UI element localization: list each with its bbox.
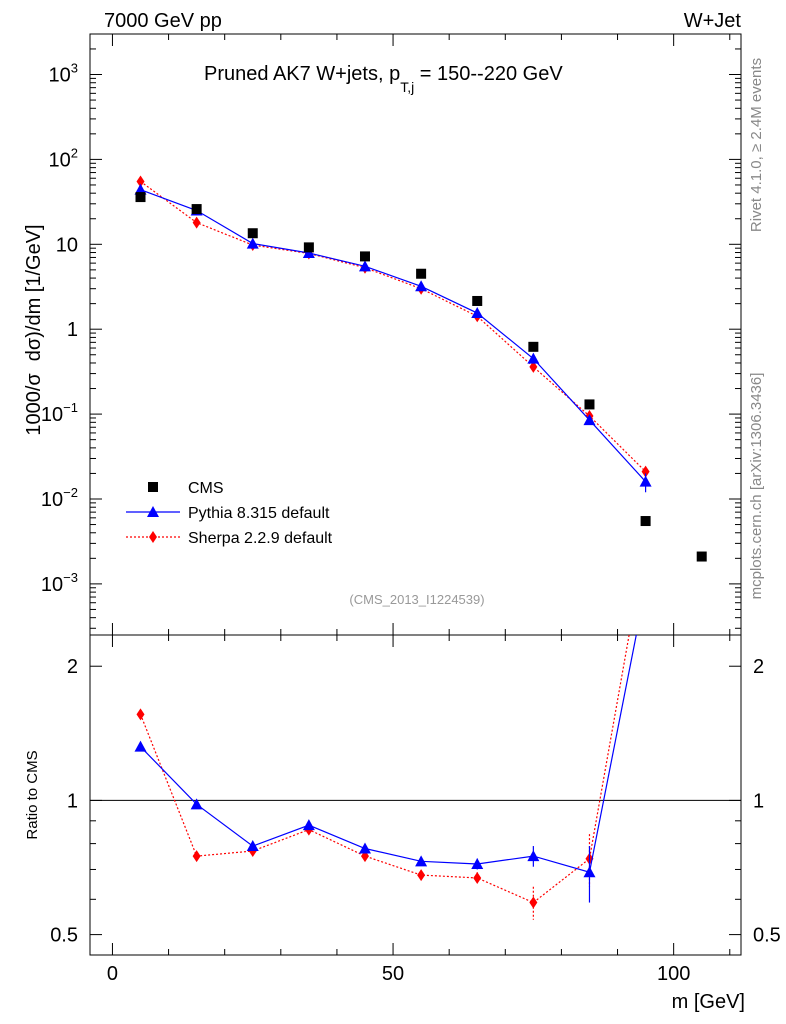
ratio-sherpa-point [473, 871, 482, 884]
main-data-point [584, 399, 595, 410]
main-data-point [247, 228, 258, 239]
ratio-pythia-point [302, 819, 315, 831]
legend-marker-pythia [147, 506, 159, 517]
main-axis-ticks: 10−3 10−2 10−1 1 10 102 103 [41, 33, 741, 635]
ratio-sherpa-point [192, 850, 201, 863]
main-sherpa-point [192, 216, 201, 229]
y-tick-label: 10−3 [41, 570, 78, 596]
legend-marker-sherpa [149, 531, 157, 543]
legend-marker-data [148, 482, 158, 492]
rivet-version-label: Rivet 4.1.0, ≥ 2.4M events [748, 58, 765, 232]
main-pythia-point [527, 352, 540, 364]
energy-label: 7000 GeV pp [104, 10, 222, 32]
main-series-layer [134, 175, 707, 562]
ratio-pythia-point [527, 850, 540, 862]
x-tick-label: 100 [657, 963, 690, 985]
ratio-y-tick-label-right: 1 [753, 790, 764, 812]
ratio-y-tick-label: 0.5 [50, 925, 78, 947]
mcplots-source-label: mcplots.cern.ch [arXiv:1306.3436] [748, 373, 765, 600]
main-data-point [359, 251, 370, 262]
legend-label-pythia: Pythia 8.315 default [188, 505, 330, 522]
ratio-y-tick-label: 2 [67, 656, 78, 678]
main-pythia-point [639, 475, 652, 487]
y-tick-label: 1 [67, 319, 78, 341]
main-data-point [135, 192, 146, 203]
main-pythia-point [471, 307, 484, 319]
main-pythia-point [358, 260, 371, 272]
ratio-panel-frame [89, 634, 742, 956]
ratio-sherpa-point [136, 708, 145, 721]
ratio-sherpa-line [139, 635, 630, 904]
analysis-watermark: (CMS_2013_I1224539) [349, 592, 484, 607]
main-pythia-point [134, 183, 147, 195]
ratio-sherpa-point [417, 869, 426, 882]
main-sherpa-point [136, 175, 145, 188]
main-pythia-line [140, 189, 647, 483]
y-tick-label: 10−1 [41, 400, 78, 426]
ratio-pythia-point [190, 798, 203, 810]
legend-label-sherpa: Sherpa 2.2.9 default [188, 530, 333, 547]
ratio-pythia-point [358, 842, 371, 854]
main-pythia-point [415, 280, 428, 292]
ratio-y-tick-label-right: 2 [753, 656, 764, 678]
plot-title: Pruned AK7 W+jets, pT,j = 150--220 GeV [204, 63, 563, 95]
x-axis-label: m [GeV] [672, 991, 745, 1013]
process-label: W+Jet [684, 10, 742, 32]
y-tick-label: 102 [49, 145, 78, 171]
main-data-point [191, 204, 202, 215]
main-data-point [472, 295, 483, 306]
main-data-point [416, 268, 427, 279]
y-tick-label: 10−2 [41, 485, 78, 511]
main-pythia-point [246, 237, 259, 249]
ratio-pythia-point [246, 840, 259, 852]
ratio-sherpa-point [529, 896, 538, 909]
ratio-pythia-point [134, 740, 147, 752]
legend: CMS Pythia 8.315 default Sherpa 2.2.9 defa… [126, 480, 333, 547]
x-tick-label: 0 [107, 963, 118, 985]
main-sherpa-line [140, 180, 647, 473]
ratio-pythia-line [140, 635, 637, 874]
ratio-pythia-point [640, 582, 652, 593]
main-pythia-point [583, 414, 596, 426]
y-tick-label: 103 [49, 61, 78, 87]
main-pythia-point [302, 246, 315, 258]
ratio-series-layer [134, 536, 652, 920]
ratio-y-tick-label-right: 0.5 [753, 925, 781, 947]
ratio-pythia-point [471, 858, 484, 870]
x-tick-label: 50 [382, 963, 404, 985]
ratio-pythia-point [583, 866, 596, 878]
y-tick-label: 10 [56, 234, 78, 256]
ratio-y-axis-label: Ratio to CMS [24, 750, 41, 839]
ratio-sherpa-point [642, 536, 650, 548]
main-data-point [640, 516, 651, 527]
main-data-point [696, 551, 707, 562]
main-y-axis-label: 1000/σdσ)/dm [1/GeV] [23, 224, 45, 435]
ratio-axis-ticks: 0.5 0.5 1 1 2 2 0 50 100 [50, 635, 781, 985]
ratio-pythia-point [415, 855, 428, 867]
main-sherpa-point [641, 465, 650, 478]
legend-label-data: CMS [188, 480, 224, 497]
ratio-y-tick-label: 1 [67, 790, 78, 812]
main-data-point [303, 242, 314, 253]
main-sherpa-point [529, 360, 538, 373]
main-data-point [528, 341, 539, 352]
